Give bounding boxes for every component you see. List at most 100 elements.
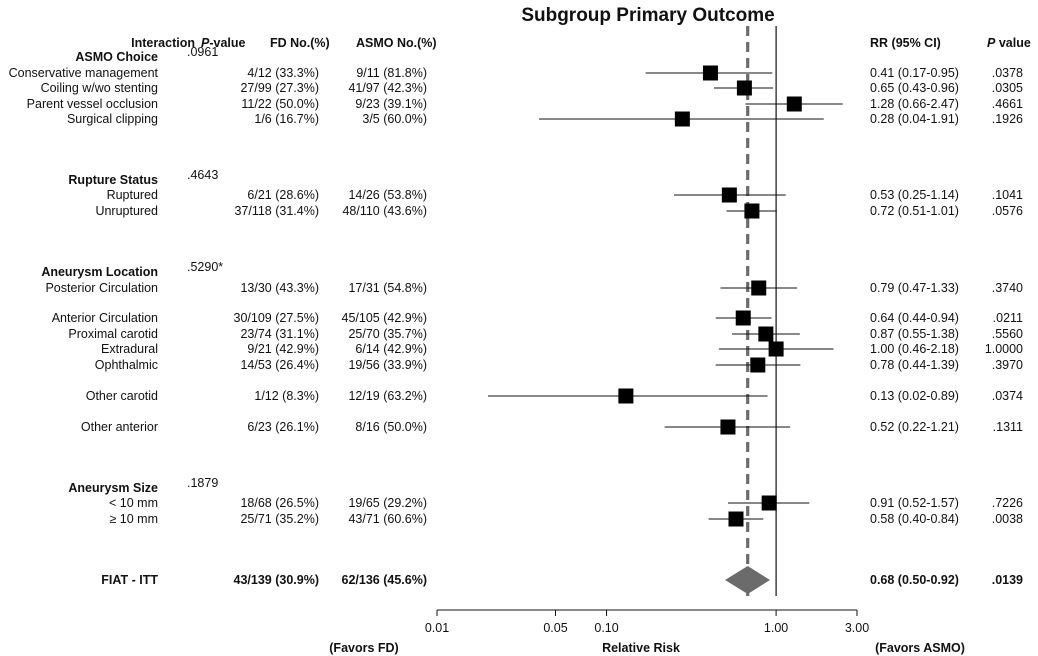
asmo-count: 45/105 (42.9%): [342, 311, 427, 325]
point-estimate-marker: [674, 111, 690, 127]
interaction-p-value: .5290*: [187, 260, 223, 274]
p-value: .0211: [993, 311, 1023, 325]
overall-p-value: .0139: [992, 573, 1023, 587]
x-axis-label: Relative Risk: [602, 641, 680, 655]
subgroup-label: Conservative management: [9, 66, 159, 80]
fd-count: 6/23 (26.1%): [247, 420, 319, 434]
p-value: .1311: [993, 420, 1023, 434]
p-value: .4661: [992, 97, 1023, 111]
subgroup-label: Ophthalmic: [95, 358, 158, 372]
asmo-count: 43/71 (60.6%): [348, 512, 427, 526]
rr-ci-text: 0.58 (0.40-0.84): [870, 512, 959, 526]
rr-ci-text: 0.41 (0.17-0.95): [870, 66, 959, 80]
p-value: .0374: [992, 389, 1023, 403]
rr-ci-text: 0.53 (0.25-1.14): [870, 188, 959, 202]
asmo-count: 3/5 (60.0%): [362, 112, 427, 126]
p-value: .0378: [992, 66, 1023, 80]
plot-layer: [488, 26, 843, 596]
point-estimate-marker: [736, 80, 752, 96]
subgroup-label: Extradural: [101, 342, 158, 356]
asmo-count: 9/23 (39.1%): [355, 97, 427, 111]
overall-fd-count: 43/139 (30.9%): [234, 573, 319, 587]
point-estimate-marker: [768, 341, 784, 357]
point-estimate-marker: [735, 310, 751, 326]
asmo-count: 19/56 (33.9%): [348, 358, 427, 372]
asmo-header: ASMO No.(%): [356, 36, 437, 50]
fd-count: 14/53 (26.4%): [240, 358, 319, 372]
asmo-count: 12/19 (63.2%): [348, 389, 427, 403]
rows-layer: ASMO Choice .0961 Conservative management 4…: [9, 45, 1023, 587]
point-estimate-marker: [618, 388, 634, 404]
overall-label: FIAT - ITT: [101, 573, 158, 587]
pvalue-header: P-value: [201, 36, 246, 50]
point-estimate-marker: [728, 511, 744, 527]
favors-right-label: (Favors ASMO): [875, 641, 965, 655]
p-value-header-p: P: [987, 36, 996, 50]
subgroup-label: Unruptured: [95, 204, 158, 218]
asmo-count: 25/70 (35.7%): [348, 327, 427, 341]
interaction-p-value: .0961: [187, 45, 218, 59]
rr-ci-text: 0.78 (0.44-1.39): [870, 358, 959, 372]
fd-count: 9/21 (42.9%): [247, 342, 319, 356]
fd-count: 1/12 (8.3%): [254, 389, 319, 403]
fd-count: 6/21 (28.6%): [247, 188, 319, 202]
rr-ci-text: 0.65 (0.43-0.96): [870, 81, 959, 95]
group-label: Aneurysm Size: [68, 481, 158, 495]
asmo-count: 17/31 (54.8%): [348, 281, 427, 295]
fd-count: 27/99 (27.3%): [240, 81, 319, 95]
asmo-count: 8/16 (50.0%): [355, 420, 427, 434]
p-value: .3740: [992, 281, 1023, 295]
p-value: .1926: [992, 112, 1023, 126]
x-tick-label: 3.00: [845, 621, 869, 635]
rr-ci-text: 0.64 (0.44-0.94): [870, 311, 959, 325]
pvalue-header-p: P: [201, 36, 210, 50]
rr-header: RR (95% CI): [870, 36, 941, 50]
pvalue-header-rest: -value: [209, 36, 245, 50]
interaction-header: Interaction: [131, 36, 195, 50]
group-label: Aneurysm Location: [41, 265, 158, 279]
rr-ci-text: 0.13 (0.02-0.89): [870, 389, 959, 403]
interaction-p-value: .4643: [187, 168, 218, 182]
p-value: .5560: [992, 327, 1023, 341]
p-value: .0305: [992, 81, 1023, 95]
rr-ci-text: 0.72 (0.51-1.01): [870, 204, 959, 218]
fd-count: 23/74 (31.1%): [240, 327, 319, 341]
x-axis: 0.01 0.05 0.10 1.00 3.00: [425, 609, 869, 635]
subgroup-label: Anterior Circulation: [52, 311, 158, 325]
rr-ci-text: 0.87 (0.55-1.38): [870, 327, 959, 341]
p-value: .0576: [992, 204, 1023, 218]
point-estimate-marker: [786, 96, 802, 112]
p-value: .3970: [992, 358, 1023, 372]
fd-count: 30/109 (27.5%): [234, 311, 319, 325]
subgroup-label: Other carotid: [86, 389, 158, 403]
fd-count: 37/118 (31.4%): [234, 204, 319, 218]
chart-title: Subgroup Primary Outcome: [521, 5, 774, 26]
point-estimate-marker: [702, 65, 718, 81]
x-tick-label: 0.01: [425, 621, 449, 635]
rr-ci-text: 0.79 (0.47-1.33): [870, 281, 959, 295]
point-estimate-marker: [721, 187, 737, 203]
point-estimate-marker: [751, 280, 767, 296]
favors-left-label: (Favors FD): [329, 641, 398, 655]
x-tick-label: 1.00: [764, 621, 788, 635]
fd-count: 4/12 (33.3%): [247, 66, 319, 80]
fd-header: FD No.(%): [270, 36, 330, 50]
point-estimate-marker: [758, 326, 774, 342]
p-value: .1041: [992, 188, 1023, 202]
rr-ci-text: 0.28 (0.04-1.91): [870, 112, 959, 126]
overall-rr-ci-text: 0.68 (0.50-0.92): [870, 573, 959, 587]
asmo-count: 41/97 (42.3%): [348, 81, 427, 95]
asmo-count: 14/26 (53.8%): [348, 188, 427, 202]
asmo-count: 19/65 (29.2%): [348, 496, 427, 510]
asmo-count: 48/110 (43.6%): [342, 204, 427, 218]
subgroup-label: Other anterior: [81, 420, 158, 434]
rr-ci-text: 0.52 (0.22-1.21): [870, 420, 959, 434]
group-label: Rupture Status: [68, 173, 158, 187]
rr-ci-text: 1.28 (0.66-2.47): [870, 97, 959, 111]
p-value: 1.0000: [985, 342, 1023, 356]
fd-count: 1/6 (16.7%): [254, 112, 319, 126]
overall-diamond: [725, 566, 770, 594]
column-headers: Interaction P-value FD No.(%) ASMO No.(%…: [131, 36, 1031, 50]
rr-ci-text: 1.00 (0.46-2.18): [870, 342, 959, 356]
